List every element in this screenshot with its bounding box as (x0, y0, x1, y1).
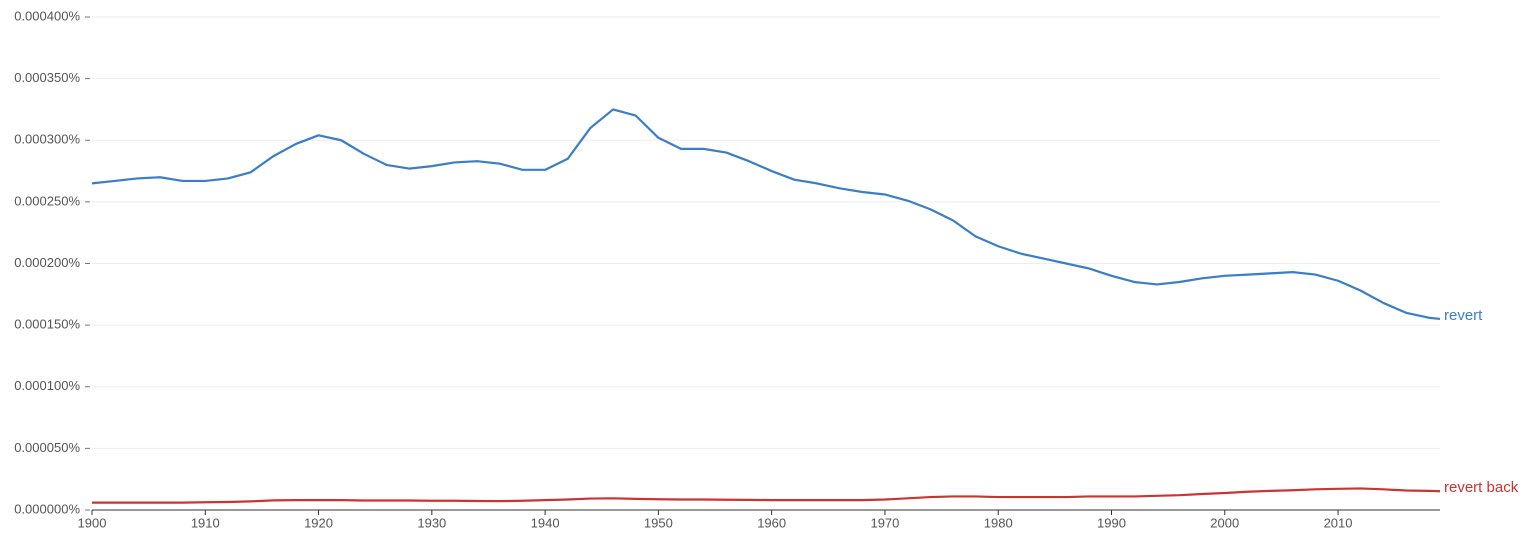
x-tick-label: 1900 (78, 515, 107, 530)
y-tick-label: 0.000050% (14, 440, 80, 455)
y-tick-label: 0.000300% (14, 132, 80, 147)
y-tick-label: 0.000350% (14, 70, 80, 85)
x-tick-label: 1960 (757, 515, 786, 530)
series-label: revert (1444, 307, 1483, 324)
y-tick-label: 0.000000% (14, 501, 80, 516)
x-tick-label: 1990 (1097, 515, 1126, 530)
x-tick-label: 1920 (304, 515, 333, 530)
y-tick-label: 0.000100% (14, 378, 80, 393)
x-tick-label: 1980 (984, 515, 1013, 530)
y-tick-label: 0.000150% (14, 317, 80, 332)
x-tick-label: 1940 (531, 515, 560, 530)
x-tick-label: 2000 (1210, 515, 1239, 530)
series-line (92, 487, 1441, 504)
y-tick-label: 0.000250% (14, 193, 80, 208)
x-tick-label: 1930 (417, 515, 446, 530)
y-tick-label: 0.000400% (14, 8, 80, 23)
x-tick-label: 1910 (191, 515, 220, 530)
series-label: revert back (1444, 479, 1519, 496)
y-tick-label: 0.000200% (14, 255, 80, 270)
series-line (91, 108, 1441, 321)
x-tick-label: 1950 (644, 515, 673, 530)
x-tick-label: 2010 (1324, 515, 1353, 530)
x-tick-label: 1970 (870, 515, 899, 530)
